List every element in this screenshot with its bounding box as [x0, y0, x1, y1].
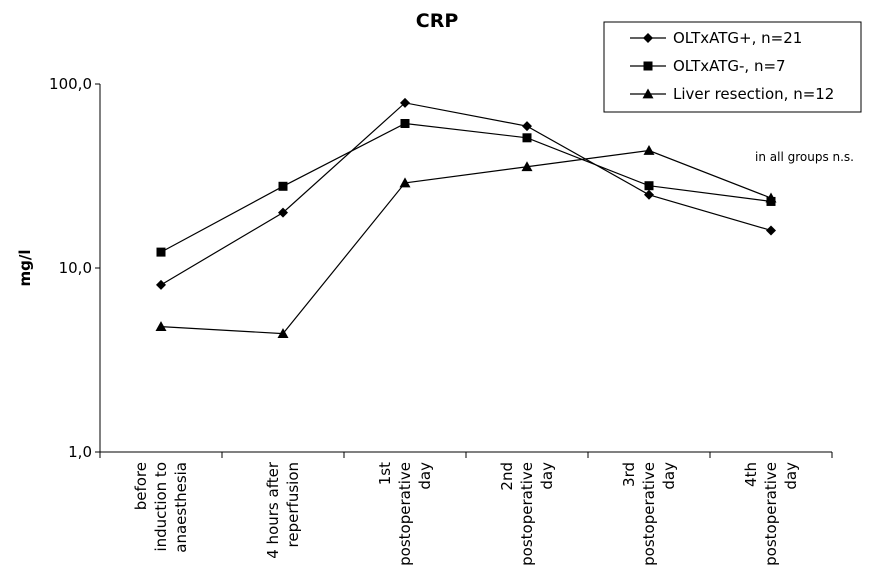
data-point-diamond: [643, 33, 653, 43]
series-line: [160, 149, 772, 335]
x-tick-label: 3rd: [620, 462, 638, 487]
series-group: [155, 97, 777, 339]
y-ticks: 1,0 10,0 100,0: [49, 75, 100, 461]
data-point-square: [400, 118, 410, 128]
data-point-square: [278, 181, 288, 191]
data-point-triangle: [765, 192, 777, 203]
legend-label: OLTxATG-, n=7: [673, 57, 786, 75]
x-tick-label: postoperative: [518, 462, 536, 566]
data-point-triangle: [155, 321, 167, 332]
x-tick-label: day: [538, 462, 556, 490]
data-point-diamond: [644, 189, 654, 200]
data-point-diamond: [278, 207, 288, 218]
x-tick-label: day: [782, 462, 800, 490]
x-tick-label: 2nd: [498, 462, 516, 491]
legend: OLTxATG+, n=21 OLTxATG-, n=7 Liver resecti…: [603, 21, 862, 113]
y-axis-label: mg/l: [16, 250, 34, 287]
y-tick-label: 100,0: [49, 75, 92, 93]
annotation-ns: in all groups n.s.: [755, 150, 854, 164]
x-tick-label: 4th: [742, 462, 760, 487]
data-point-square: [156, 247, 166, 257]
data-point-diamond: [766, 225, 776, 236]
data-point-triangle: [643, 145, 655, 155]
data-point-triangle: [399, 177, 411, 188]
legend-label: Liver resection, n=12: [673, 85, 834, 103]
x-tick-label: induction to: [152, 462, 170, 552]
x-tick-label: day: [660, 462, 678, 490]
chart-title: CRP: [416, 10, 459, 32]
data-point-triangle: [277, 328, 289, 339]
data-point-diamond: [400, 97, 410, 108]
y-tick-label: 10,0: [59, 259, 92, 277]
series-line: [160, 102, 772, 286]
data-point-diamond: [522, 121, 532, 132]
x-tick-label: 1st: [376, 462, 394, 485]
legend-label: OLTxATG+, n=21: [673, 29, 802, 47]
data-point-square: [643, 61, 653, 71]
x-ticks: before induction to anaesthesia 4 hours aft…: [99, 452, 833, 566]
data-point-square: [644, 181, 654, 191]
data-point-square: [522, 133, 532, 143]
data-point-triangle: [642, 88, 654, 99]
x-tick-label: before: [132, 462, 150, 510]
y-tick-label: 1,0: [68, 443, 92, 461]
x-tick-label: postoperative: [396, 462, 414, 566]
x-tick-label: 4 hours after: [264, 461, 282, 559]
data-point-diamond: [156, 279, 166, 290]
x-tick-label: reperfusion: [284, 462, 302, 547]
axes: [99, 84, 832, 453]
x-tick-label: day: [416, 462, 434, 490]
data-point-triangle: [521, 161, 533, 172]
x-tick-label: postoperative: [640, 462, 658, 566]
series-line: [160, 122, 772, 253]
x-tick-label: anaesthesia: [172, 462, 190, 553]
x-tick-label: postoperative: [762, 462, 780, 566]
